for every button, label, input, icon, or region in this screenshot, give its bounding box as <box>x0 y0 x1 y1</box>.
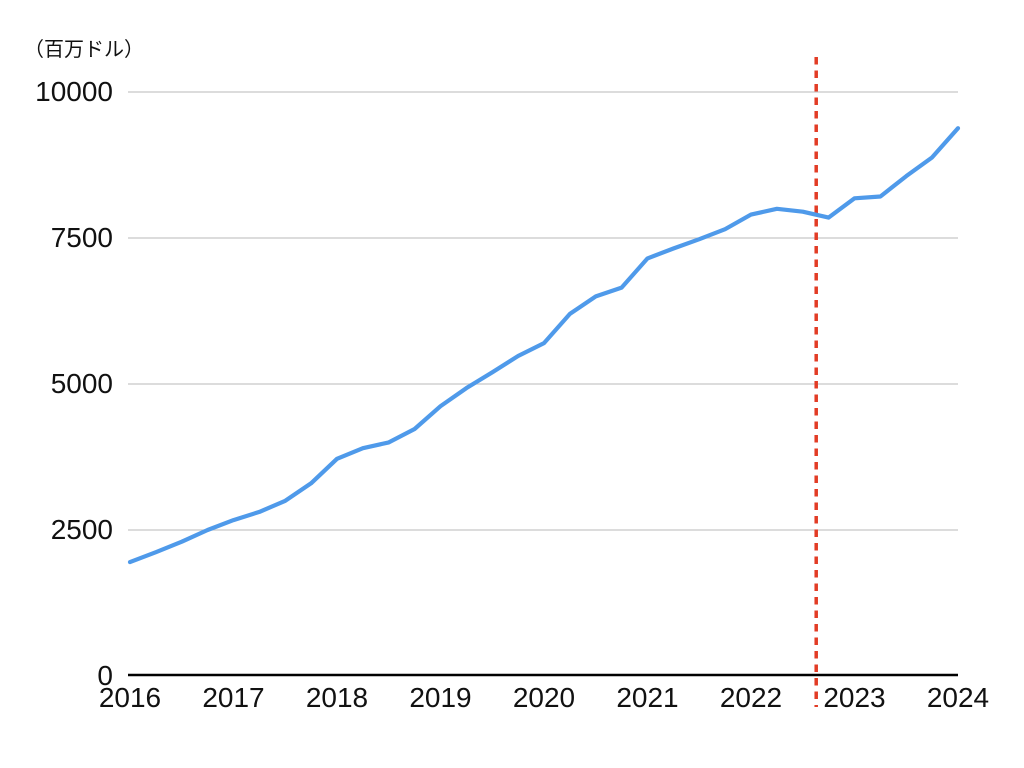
x-tick-label: 2022 <box>720 682 782 713</box>
y-tick-label: 0 <box>97 660 113 691</box>
x-tick-label: 2023 <box>823 682 885 713</box>
y-tick-label: 5000 <box>51 368 113 399</box>
x-axis-tick-labels: 2016 2017 2018 2019 2020 2021 2022 2023 2024 <box>99 682 989 713</box>
x-tick-label: 2018 <box>306 682 368 713</box>
x-tick-label: 2017 <box>202 682 264 713</box>
y-tick-label: 2500 <box>51 514 113 545</box>
data-series-line <box>127 126 961 565</box>
x-tick-label: 2016 <box>99 682 161 713</box>
gridlines <box>128 91 958 677</box>
data-series-group <box>127 126 961 565</box>
x-tick-label: 2021 <box>616 682 678 713</box>
x-tick-label: 2024 <box>927 682 989 713</box>
y-tick-label: 7500 <box>51 222 113 253</box>
y-tick-label: 10000 <box>35 76 113 107</box>
y-axis-tick-labels: 0 2500 5000 7500 10000 <box>35 76 113 691</box>
y-axis-unit-label: （百万ドル） <box>24 38 144 61</box>
x-tick-label: 2020 <box>513 682 575 713</box>
x-tick-label: 2019 <box>409 682 471 713</box>
